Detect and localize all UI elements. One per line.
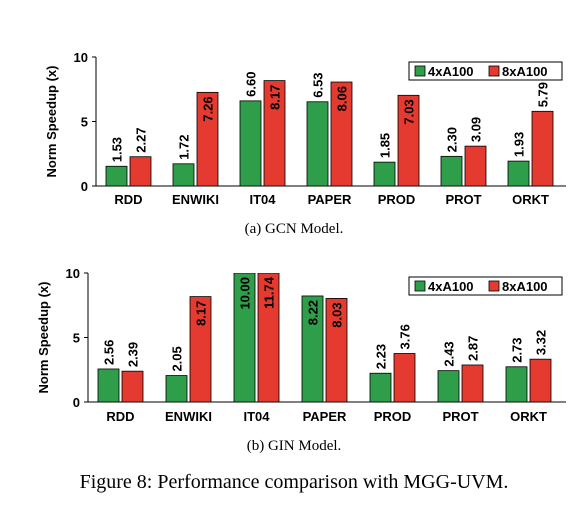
data-label: 2.43: [442, 341, 457, 366]
data-label: 3.32: [534, 330, 549, 355]
data-label: 8.03: [330, 302, 345, 327]
bar-4xA100-PROD: [369, 372, 392, 402]
y-axis-label: Norm Speedup (x): [44, 66, 59, 178]
x-tick-label: PAPER: [308, 192, 352, 207]
bar-4xA100-PAPER: [301, 295, 324, 402]
data-label: 2.30: [445, 127, 460, 152]
data-label: 2.73: [510, 337, 525, 362]
data-label: 2.27: [134, 127, 149, 152]
y-tick-label: 5: [73, 331, 80, 346]
data-label: 1.72: [177, 134, 192, 159]
bar-8xA100-PROT: [461, 364, 484, 402]
x-tick-label: ENWIKI: [165, 409, 212, 424]
data-label: 6.60: [244, 72, 259, 97]
subcaption-gcn: (a) GCN Model.: [244, 221, 344, 237]
bar-8xA100-PAPER: [330, 81, 353, 186]
data-label: 2.23: [374, 344, 389, 369]
x-tick-label: RDD: [114, 192, 142, 207]
bar-8xA100-ORKT: [529, 358, 552, 402]
data-label: 1.53: [110, 137, 125, 162]
x-tick-label: ORKT: [510, 409, 547, 424]
legend-box: [408, 276, 563, 296]
legend-label-4xA100: 4xA100: [428, 64, 474, 79]
x-tick-label: RDD: [106, 409, 134, 424]
y-tick-label: 0: [81, 179, 88, 194]
legend-swatch-4xA100: [414, 280, 426, 292]
x-tick-label: ORKT: [512, 192, 549, 207]
data-label: 10.00: [238, 277, 253, 310]
figure-caption: Figure 8: Performance comparison with MG…: [79, 471, 509, 493]
bars-group: [97, 273, 552, 402]
data-label: 7.26: [201, 96, 216, 121]
chart-panel-1: 0 5 10 Norm Speedup (x) 1.53 2.27 RDD 1.72 7.26 E…: [44, 50, 566, 207]
y-axis-label: Norm Speedup (x): [36, 282, 51, 394]
legend-swatch-8xA100: [488, 280, 500, 292]
data-label: 2.39: [126, 342, 141, 367]
bar-8xA100-ENWIKI: [196, 91, 219, 186]
bar-8xA100-IT04: [257, 273, 280, 402]
bar-4xA100-IT04: [233, 273, 256, 402]
bar-4xA100-RDD: [97, 368, 120, 402]
x-tick-label: PAPER: [303, 409, 347, 424]
data-label: 8.17: [268, 85, 283, 110]
data-label: 3.76: [398, 324, 413, 349]
data-label: 1.93: [512, 132, 527, 157]
legend-swatch-4xA100: [414, 65, 426, 77]
x-tick-label: PROD: [374, 409, 412, 424]
bar-8xA100-PROD: [393, 353, 416, 402]
data-label: 5.79: [536, 82, 551, 107]
bar-4xA100-ENWIKI: [165, 375, 188, 402]
legend: 4xA100 8xA100: [408, 61, 563, 81]
y-tick-label: 10: [74, 50, 88, 65]
x-tick-label: PROD: [378, 192, 416, 207]
chart-panel-2: 0 5 10 Norm Speedup (x) 2.56 2.39 RDD 2.05 8.17 E…: [36, 266, 566, 424]
data-label: 7.03: [402, 99, 417, 124]
bar-4xA100-ORKT: [507, 160, 530, 186]
bar-8xA100-RDD: [129, 156, 152, 186]
data-label: 2.56: [102, 340, 117, 365]
y-tick-label: 10: [66, 266, 80, 281]
bar-4xA100-PROT: [440, 155, 463, 186]
bar-4xA100-ORKT: [505, 366, 528, 402]
y-tick-label: 5: [81, 115, 88, 130]
bar-4xA100-PROD: [373, 161, 396, 186]
subcaption-gin: (b) GIN Model.: [246, 438, 342, 454]
x-tick-label: IT04: [243, 409, 270, 424]
data-label: 2.05: [170, 346, 185, 371]
bar-4xA100-IT04: [239, 100, 262, 186]
bar-4xA100-PROT: [437, 370, 460, 402]
bar-8xA100-PAPER: [325, 298, 348, 402]
bars-group: [105, 80, 554, 186]
data-label: 2.87: [466, 336, 481, 361]
bar-4xA100-ENWIKI: [172, 163, 195, 186]
legend-box: [408, 61, 563, 81]
data-label: 8.17: [194, 301, 209, 326]
x-tick-label: ENWIKI: [172, 192, 219, 207]
x-tick-label: PROT: [442, 409, 478, 424]
bar-4xA100-PAPER: [306, 101, 329, 186]
data-label: 1.85: [378, 133, 393, 158]
bar-8xA100-ORKT: [531, 110, 554, 186]
data-label: 3.09: [469, 117, 484, 142]
bar-8xA100-PROD: [397, 94, 420, 186]
bar-4xA100-RDD: [105, 165, 128, 186]
data-label: 11.74: [262, 276, 277, 309]
legend-label-8xA100: 8xA100: [502, 64, 548, 79]
bar-8xA100-IT04: [263, 80, 286, 186]
legend-label-8xA100: 8xA100: [502, 279, 548, 294]
x-tick-label: IT04: [249, 192, 276, 207]
data-label: 8.06: [335, 86, 350, 111]
legend-label-4xA100: 4xA100: [428, 279, 474, 294]
bar-8xA100-PROT: [464, 145, 487, 186]
bar-8xA100-RDD: [121, 370, 144, 402]
y-tick-label: 0: [73, 395, 80, 410]
data-label: 8.22: [306, 300, 321, 325]
x-tick-label: PROT: [445, 192, 481, 207]
legend: 4xA100 8xA100: [408, 276, 563, 296]
bar-8xA100-ENWIKI: [189, 296, 212, 402]
data-label: 6.53: [311, 72, 326, 97]
legend-swatch-8xA100: [488, 65, 500, 77]
